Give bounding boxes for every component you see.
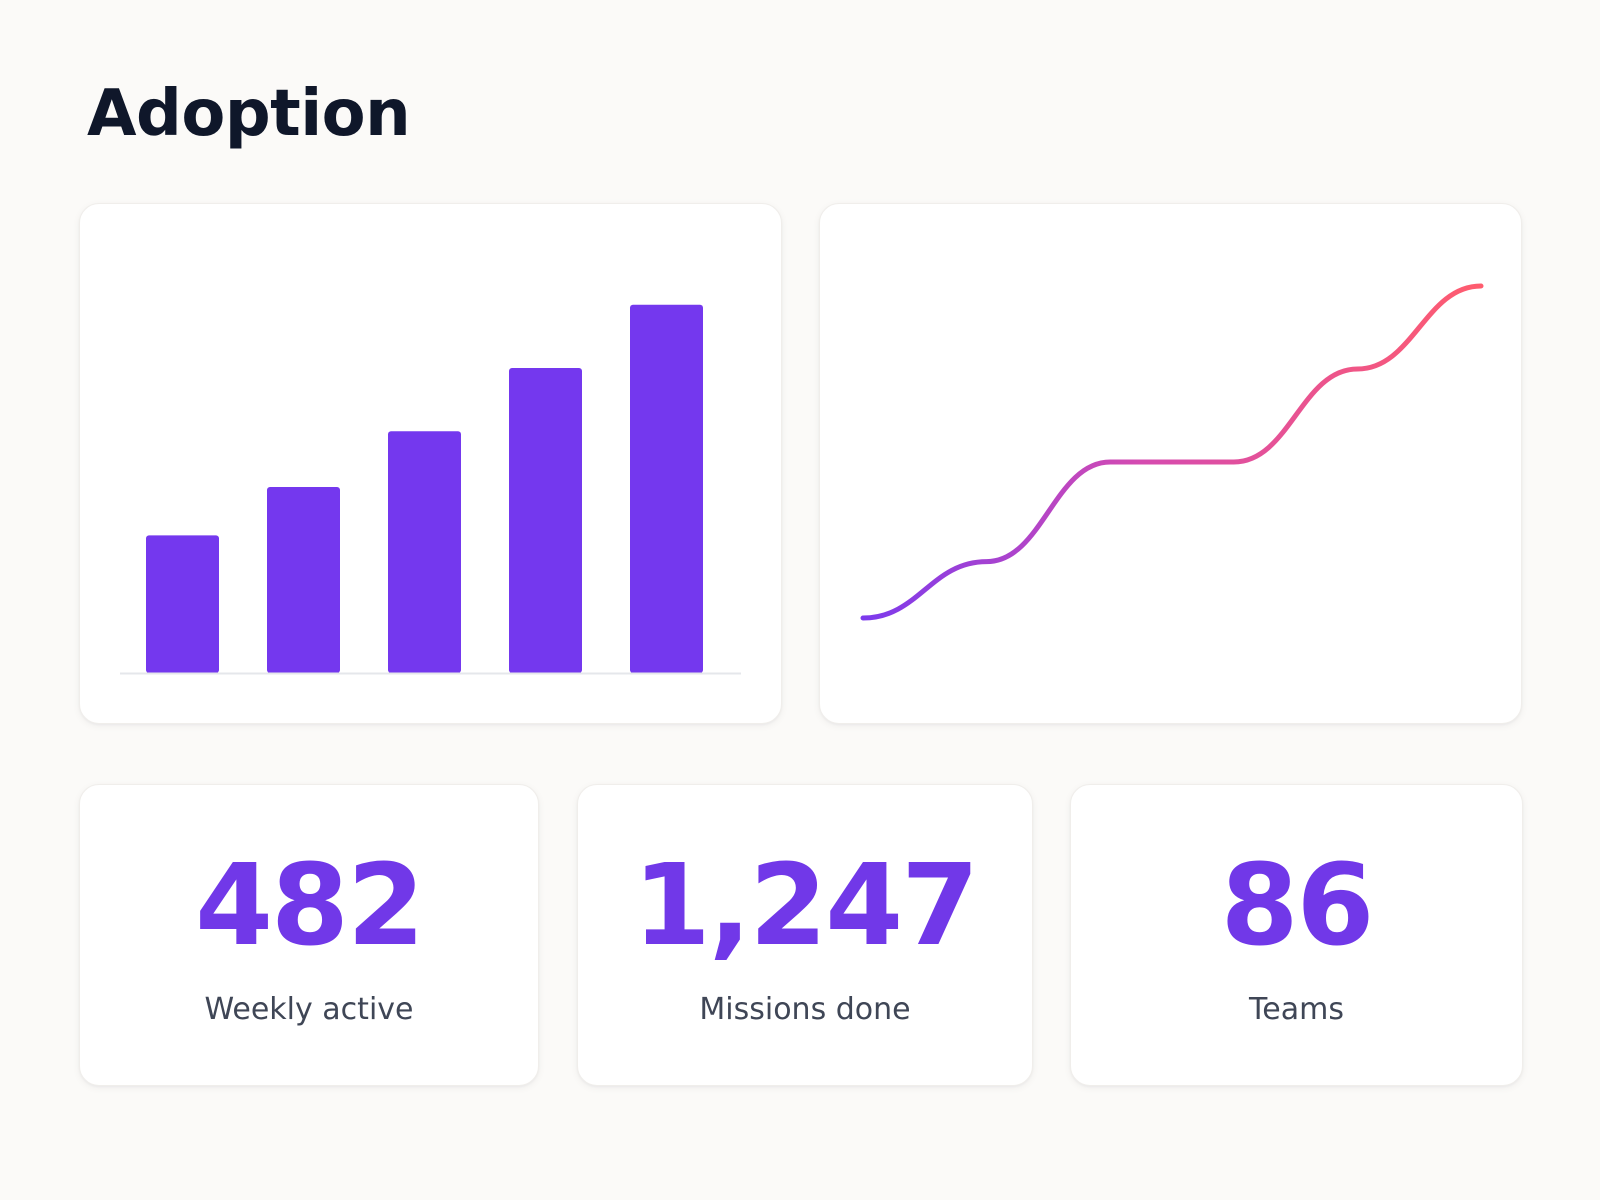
line-series xyxy=(860,283,1484,621)
bar-3 xyxy=(388,431,461,673)
line-chart-card xyxy=(819,203,1522,724)
bar-4 xyxy=(509,367,582,673)
stat-value: 1,247 xyxy=(632,840,979,971)
stat-label: Teams xyxy=(1249,991,1344,1027)
stat-card-weekly-active: 482 Weekly active xyxy=(79,784,539,1086)
bar-1 xyxy=(146,535,219,673)
stat-card-teams: 86 Teams xyxy=(1070,784,1523,1086)
stat-label: Weekly active xyxy=(204,991,414,1027)
page-title: Adoption xyxy=(87,77,411,151)
stat-label: Missions done xyxy=(699,991,911,1027)
stat-value: 482 xyxy=(195,840,425,971)
stat-card-missions-done: 1,247 Missions done xyxy=(577,784,1033,1086)
bar-chart-card xyxy=(79,203,782,724)
bar-chart xyxy=(120,304,741,675)
line-chart xyxy=(860,283,1484,621)
stat-value: 86 xyxy=(1220,840,1375,971)
bar-2 xyxy=(267,487,340,673)
bar-5 xyxy=(630,304,703,673)
